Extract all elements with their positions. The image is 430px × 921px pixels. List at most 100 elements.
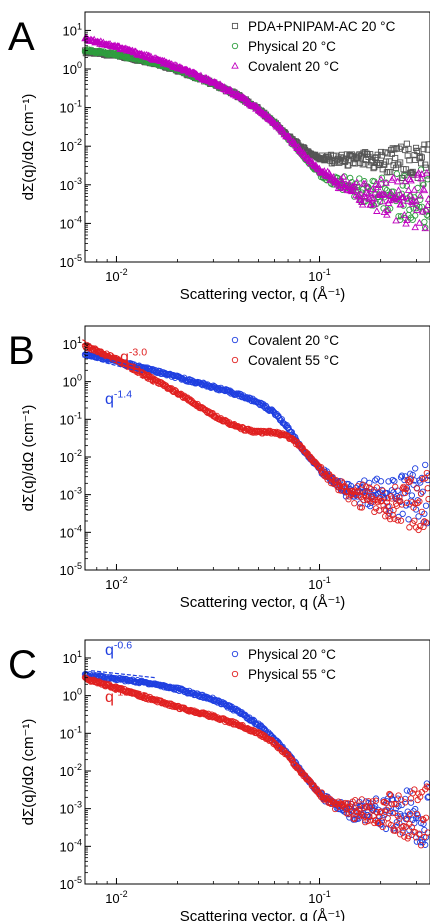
data-point — [410, 481, 417, 488]
data-point — [391, 478, 398, 485]
x-tick-label: 10-1 — [308, 889, 330, 906]
data-point — [419, 488, 426, 495]
data-point — [391, 193, 399, 201]
data-point — [234, 391, 241, 398]
data-point — [382, 799, 390, 807]
y-tick-label-base: 10 — [60, 563, 74, 578]
data-point — [424, 829, 430, 836]
y-tick-label-exponent: 1 — [77, 649, 82, 659]
data-point — [424, 194, 430, 202]
data-point — [390, 506, 397, 514]
data-point — [415, 513, 422, 520]
data-point — [347, 174, 354, 182]
data-point — [393, 192, 401, 200]
data-point — [306, 777, 313, 784]
data-point — [420, 820, 427, 828]
data-point — [425, 793, 430, 800]
data-point — [398, 824, 406, 831]
y-tick-label-exponent: -1 — [74, 99, 82, 109]
legend-marker — [231, 22, 239, 30]
data-point — [256, 400, 263, 408]
x-tick-label-base: 10 — [308, 577, 322, 592]
data-point — [413, 485, 421, 492]
fit-annotations: q-3.0q-1.4 — [82, 339, 156, 408]
data-point — [356, 175, 363, 182]
data-point — [342, 799, 349, 807]
data-point — [403, 140, 410, 147]
data-point — [351, 183, 359, 191]
data-point — [383, 206, 392, 214]
data-point — [348, 187, 356, 195]
data-point — [413, 206, 421, 213]
y-tick-label: 10-3 — [60, 176, 82, 193]
data-point — [407, 478, 414, 485]
data-point — [415, 526, 422, 534]
data-point — [403, 216, 411, 223]
data-point — [404, 186, 413, 193]
data-point — [239, 93, 248, 101]
data-point — [365, 798, 372, 805]
data-point — [378, 174, 385, 181]
legend-label: PDA+PNIPAM-AC 20 °C — [248, 19, 396, 34]
y-tick-label-exponent: -2 — [74, 448, 82, 458]
data-point — [388, 495, 396, 502]
data-point — [357, 500, 364, 507]
data-points — [81, 341, 430, 534]
data-point — [410, 185, 419, 193]
fit-annotation-base: q — [105, 391, 114, 408]
data-point — [405, 145, 412, 152]
y-tick-label-base: 10 — [63, 62, 77, 77]
data-point — [377, 494, 384, 502]
data-point — [421, 224, 429, 232]
y-tick-label: 10-1 — [60, 99, 82, 116]
data-point — [412, 465, 419, 472]
fit-line — [82, 343, 156, 386]
y-tick-label: 101 — [63, 335, 82, 352]
data-point — [422, 814, 430, 821]
y-tick-label-exponent: 0 — [77, 373, 82, 383]
data-point — [378, 197, 387, 205]
data-point — [405, 516, 412, 523]
x-axis-label: Scattering vector, q (Å⁻¹) — [180, 594, 345, 611]
legend-label: Physical 20 °C — [248, 39, 336, 54]
data-point — [372, 505, 380, 512]
data-point — [399, 510, 406, 517]
data-point — [389, 809, 396, 817]
data-point — [402, 489, 409, 497]
x-tick-label-exponent: -1 — [323, 889, 331, 899]
data-point — [421, 518, 428, 525]
data-point — [383, 806, 391, 814]
data-point — [411, 786, 418, 793]
data-point — [403, 815, 411, 822]
fit-annotations: q-0.6q-1.7 — [90, 639, 156, 706]
y-tick-label-exponent: -2 — [74, 137, 82, 147]
data-point — [417, 153, 424, 160]
data-point — [422, 519, 430, 526]
data-point — [410, 504, 417, 511]
fit-annotation-base: q — [120, 349, 129, 366]
data-point — [366, 479, 373, 487]
y-tick-label: 10-1 — [60, 410, 82, 427]
data-point — [416, 191, 424, 199]
data-point — [387, 792, 395, 799]
data-point — [405, 812, 412, 819]
legend-marker — [231, 650, 239, 658]
data-point — [421, 141, 428, 148]
plot-frame — [84, 639, 430, 885]
data-point — [197, 71, 205, 79]
data-point — [409, 790, 416, 797]
data-point — [328, 174, 336, 182]
fit-annotation: q-3.0 — [120, 346, 147, 366]
data-point — [383, 210, 391, 218]
fit-line — [90, 682, 150, 701]
y-tick-label-exponent: -3 — [74, 800, 82, 810]
data-point — [317, 168, 325, 176]
x-tick-label-base: 10 — [105, 577, 119, 592]
data-point — [351, 815, 358, 823]
data-point — [363, 804, 370, 811]
data-point — [378, 152, 385, 159]
x-tick-label: 10-2 — [105, 889, 127, 906]
data-point — [370, 199, 379, 207]
